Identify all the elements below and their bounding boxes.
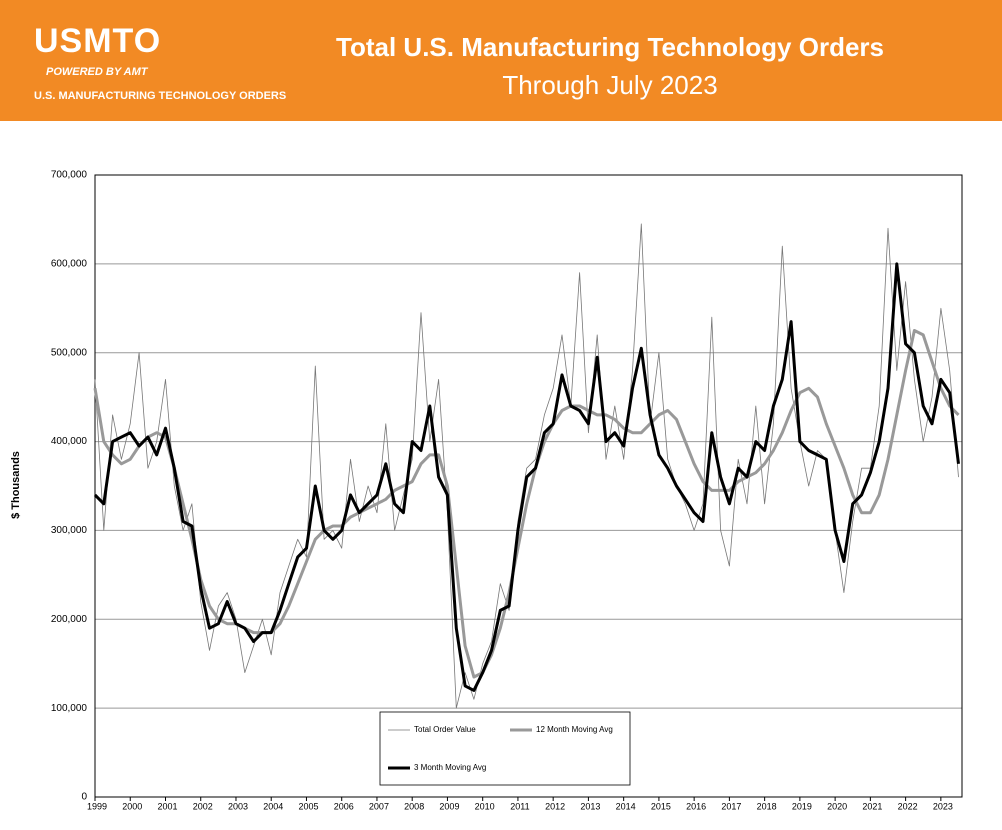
y-tick-label: 100,000 xyxy=(51,703,88,714)
y-tick-label: 600,000 xyxy=(51,258,88,269)
x-tick-label: 2006 xyxy=(334,801,354,811)
chart-subtitle: Through July 2023 xyxy=(502,70,718,100)
x-tick-label: 2012 xyxy=(545,801,565,811)
x-tick-label: 2003 xyxy=(228,801,248,811)
x-tick-label: 2013 xyxy=(580,801,600,811)
legend-label: 12 Month Moving Avg xyxy=(536,725,613,734)
legend-label: Total Order Value xyxy=(414,725,476,734)
plot-border xyxy=(94,174,963,798)
x-tick-label: 2015 xyxy=(651,801,671,811)
chart-title: Total U.S. Manufacturing Technology Orde… xyxy=(336,32,884,62)
legend-label: 3 Month Moving Avg xyxy=(414,763,486,772)
x-tick-label: 2019 xyxy=(792,801,812,811)
y-axis-label: $ Thousands xyxy=(10,451,22,519)
x-tick-label: 2020 xyxy=(827,801,847,811)
x-tick-label: 2022 xyxy=(898,801,918,811)
y-tick-label: 200,000 xyxy=(51,614,88,625)
x-tick-label: 2023 xyxy=(933,801,953,811)
x-tick-label: 2002 xyxy=(193,801,213,811)
x-tick-label: 2010 xyxy=(475,801,495,811)
x-tick-label: 2004 xyxy=(263,801,283,811)
x-tick-label: 2017 xyxy=(721,801,741,811)
x-tick-label: 2005 xyxy=(298,801,318,811)
x-tick-label: 2007 xyxy=(369,801,389,811)
legend-box xyxy=(379,711,631,786)
x-tick-label: 1999 xyxy=(87,801,107,811)
logo: USMTO xyxy=(34,22,162,60)
x-tick-label: 2016 xyxy=(686,801,706,811)
y-tick-label: 400,000 xyxy=(51,436,88,447)
x-tick-label: 2011 xyxy=(510,801,529,811)
y-tick-label: 700,000 xyxy=(51,170,88,181)
powered-by: POWERED BY AMT xyxy=(46,66,148,78)
series-line xyxy=(93,262,960,692)
y-tick-label: 300,000 xyxy=(51,525,88,536)
chart: $ Thousands 0 100,000 200,000 300,000 400,00… xyxy=(10,170,963,811)
y-tick-label: 0 xyxy=(81,792,87,803)
x-tick-label: 2014 xyxy=(616,801,636,811)
x-tick-label: 2000 xyxy=(122,801,142,811)
x-tick-label: 2009 xyxy=(439,801,459,811)
y-tick-label: 500,000 xyxy=(51,347,88,358)
x-tick-label: 2001 xyxy=(157,801,177,811)
x-tick-label: 2021 xyxy=(862,801,882,811)
tagline: U.S. MANUFACTURING TECHNOLOGY ORDERS xyxy=(34,90,287,102)
header-bar: USMTO POWERED BY AMT U.S. MANUFACTURING … xyxy=(0,0,1002,121)
x-tick-label: 2018 xyxy=(757,801,777,811)
series-line xyxy=(94,223,959,709)
x-tick-label: 2008 xyxy=(404,801,424,811)
series-line xyxy=(93,329,960,679)
